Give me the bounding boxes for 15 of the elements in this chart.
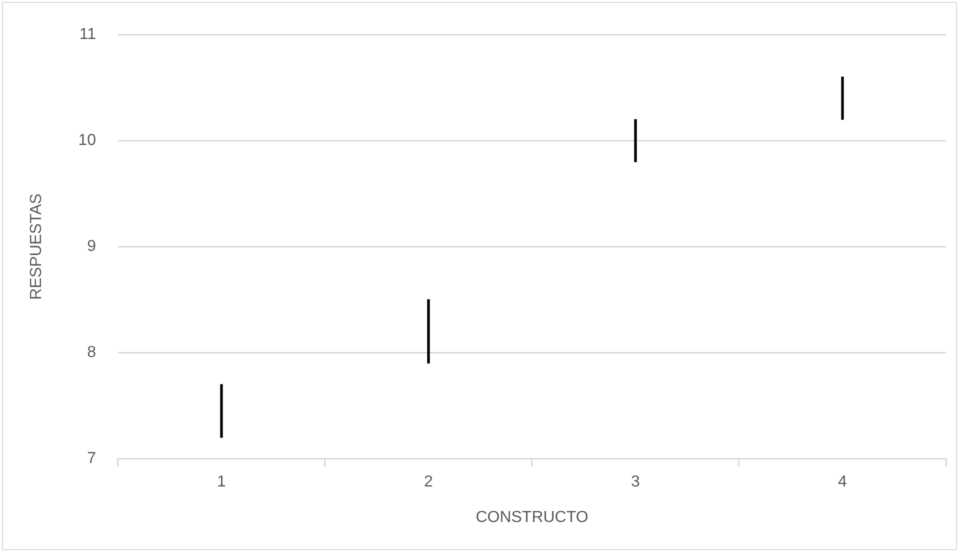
y-tick-label: 7 xyxy=(87,450,96,468)
x-tick-label: 4 xyxy=(838,474,848,491)
x-tick-label: 3 xyxy=(631,474,640,491)
x-axis-title: CONSTRUCTO xyxy=(476,508,588,526)
bar xyxy=(220,384,223,438)
x-tick-label: 1 xyxy=(217,474,226,491)
bar xyxy=(841,76,844,120)
y-tick-label: 8 xyxy=(87,344,96,362)
bar xyxy=(427,299,430,364)
y-tick-label: 9 xyxy=(87,238,96,256)
y-tick-label: 10 xyxy=(78,132,96,150)
y-tick-label: 11 xyxy=(79,26,96,44)
y-axis-title: RESPUESTAS xyxy=(28,193,46,300)
bar xyxy=(634,119,637,162)
x-tick-label: 2 xyxy=(424,474,434,491)
